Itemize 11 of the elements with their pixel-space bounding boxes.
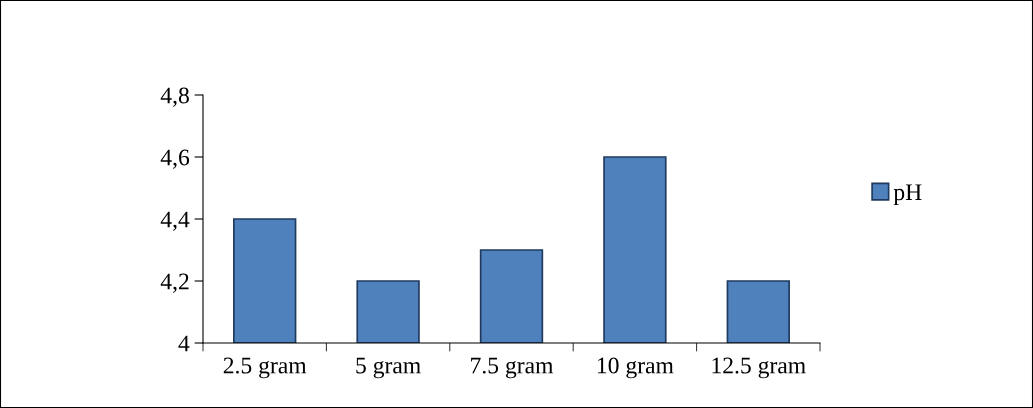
y-tick-label: 4,8 [160,87,189,107]
x-tick-label: 10 gram [597,357,674,379]
y-tick-label: 4,4 [160,211,190,231]
x-tick-label: 12.5 gram [712,357,806,379]
legend-label: pH [893,184,922,205]
y-tick-label: 4 [178,335,190,352]
x-tick-label: 2.5 gram [223,357,307,379]
x-tick-label: 7.5 gram [471,357,554,379]
x-tick-label: 5 gram [356,357,421,379]
y-tick-label: 4,6 [160,149,190,169]
y-tick-label: 4,2 [160,273,189,293]
